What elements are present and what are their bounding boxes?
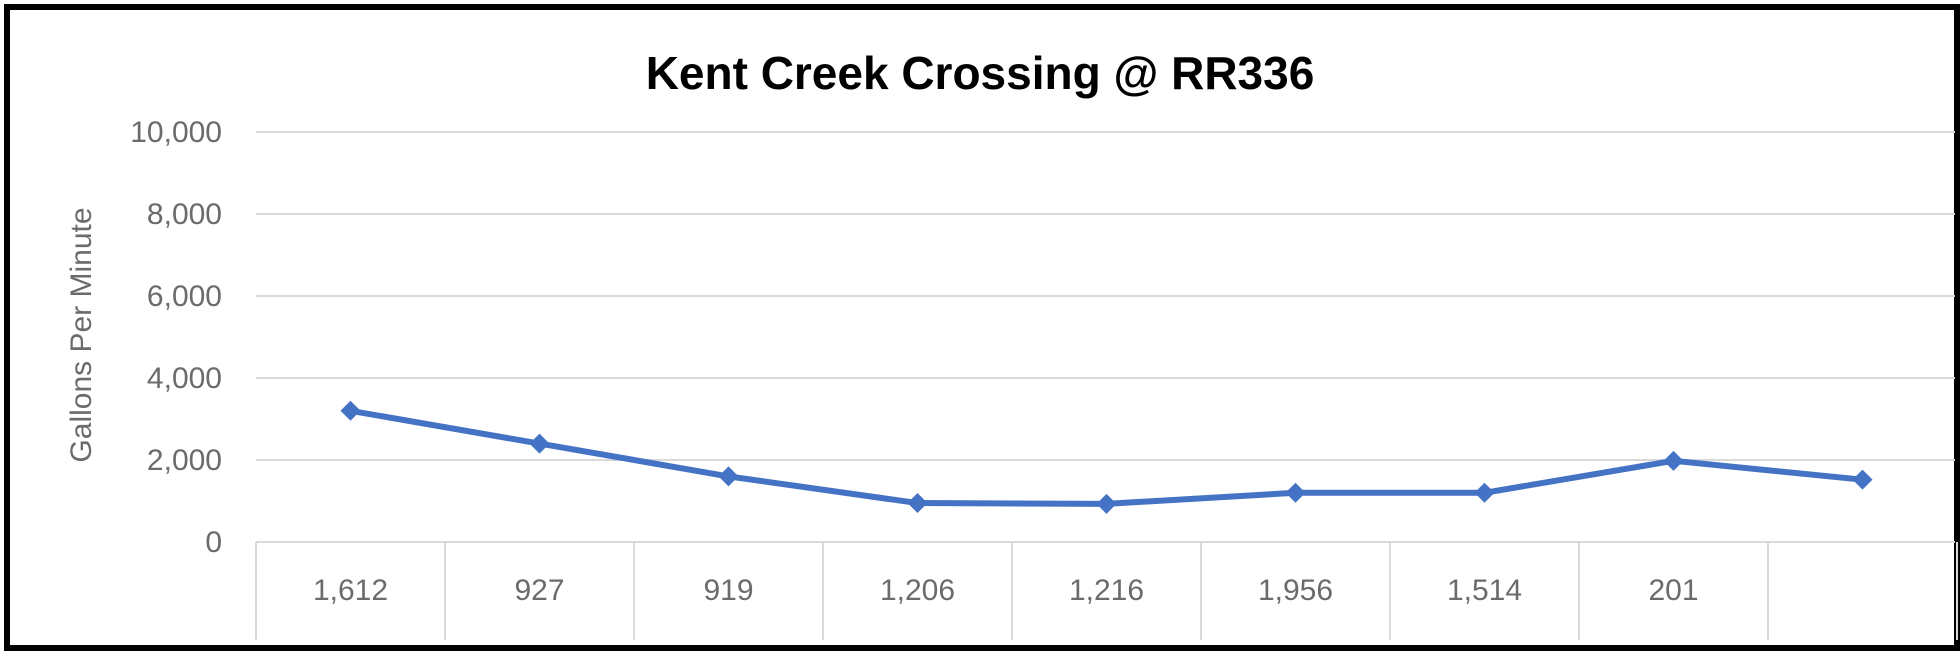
x-tick-label: 919 <box>703 574 753 607</box>
data-point <box>718 466 739 487</box>
y-tick-label: 8,000 <box>147 198 222 231</box>
series-group <box>340 400 1873 514</box>
x-tick-label: 1,216 <box>1069 574 1144 607</box>
y-tick-label: 6,000 <box>147 280 222 313</box>
x-axis: 1,612 927 919 1,206 1,216 1,956 1,514 201 <box>255 542 1958 640</box>
data-point <box>1096 493 1117 514</box>
data-point <box>1285 482 1306 503</box>
y-tick-label: 0 <box>205 526 222 559</box>
data-point <box>907 493 928 514</box>
x-tick-label: 927 <box>514 574 564 607</box>
y-tick-label: 10,000 <box>130 116 222 149</box>
data-point <box>1474 482 1495 503</box>
y-tick-label: 2,000 <box>147 444 222 477</box>
series-line <box>349 407 1863 507</box>
data-point <box>1852 469 1873 490</box>
x-tick-label: 201 <box>1648 574 1698 607</box>
chart-title: Kent Creek Crossing @ RR336 <box>645 47 1315 99</box>
gridlines <box>256 131 1955 543</box>
x-tick-label: 1,956 <box>1258 574 1333 607</box>
data-point <box>529 433 550 454</box>
x-tick-label: 1,514 <box>1447 574 1522 607</box>
data-point <box>340 400 361 421</box>
y-tick-labels: 0 2,000 4,000 6,000 8,000 10,000 <box>130 116 222 559</box>
y-tick-label: 4,000 <box>147 362 222 395</box>
chart-frame <box>4 4 1960 651</box>
x-tick-label: 1,206 <box>880 574 955 607</box>
x-tick-label: 1,612 <box>313 574 388 607</box>
data-point <box>1663 450 1684 471</box>
